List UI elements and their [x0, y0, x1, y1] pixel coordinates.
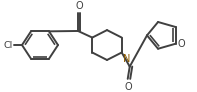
Text: O: O [75, 1, 83, 11]
Text: O: O [125, 82, 133, 92]
Text: N: N [123, 54, 130, 64]
Text: Cl: Cl [4, 41, 13, 49]
Text: O: O [178, 39, 186, 49]
